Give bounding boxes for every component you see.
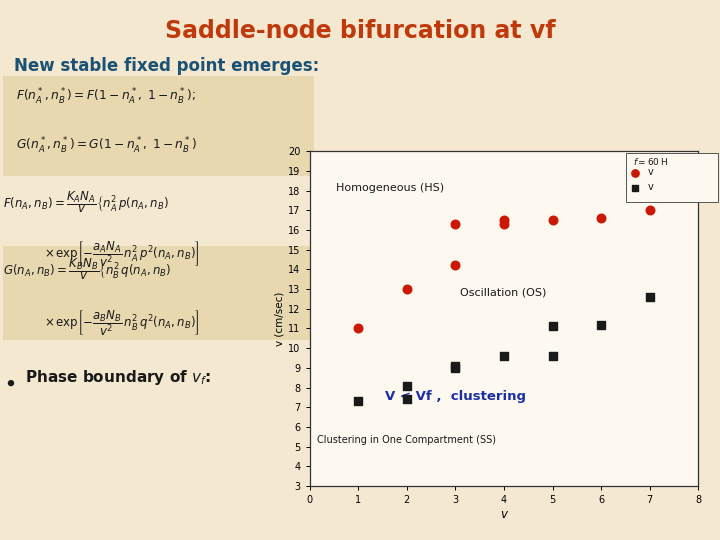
Point bbox=[629, 168, 641, 177]
FancyBboxPatch shape bbox=[3, 246, 314, 340]
Text: V < Vf ,  clustering: V < Vf , clustering bbox=[385, 390, 526, 403]
Point bbox=[547, 322, 559, 331]
Text: $\bullet$: $\bullet$ bbox=[3, 373, 15, 393]
Point bbox=[498, 352, 510, 360]
Point bbox=[401, 395, 413, 404]
Point bbox=[401, 285, 413, 293]
Point bbox=[629, 183, 641, 192]
Text: $\times\,\exp\!\left[-\dfrac{a_B N_B}{v^2}\,n_B^2\,q^2(n_A, n_B)\right]$: $\times\,\exp\!\left[-\dfrac{a_B N_B}{v^… bbox=[45, 308, 200, 338]
Point bbox=[644, 206, 655, 214]
Text: Oscillation (OS): Oscillation (OS) bbox=[460, 287, 546, 297]
Point bbox=[547, 216, 559, 225]
Point bbox=[449, 362, 461, 370]
Point bbox=[498, 216, 510, 225]
Text: Clustering in One Compartment (SS): Clustering in One Compartment (SS) bbox=[317, 435, 496, 445]
Point bbox=[693, 190, 704, 199]
Text: New stable fixed point emerges:: New stable fixed point emerges: bbox=[14, 57, 320, 75]
Point bbox=[498, 220, 510, 228]
FancyBboxPatch shape bbox=[3, 76, 314, 176]
Point bbox=[644, 293, 655, 301]
Text: $f = 60\,\mathrm{H}$: $f = 60\,\mathrm{H}$ bbox=[633, 156, 667, 167]
Text: $\times\,\exp\!\left[-\dfrac{a_A N_A}{v^2}\,n_A^2\,p^2(n_A, n_B)\right]$: $\times\,\exp\!\left[-\dfrac{a_A N_A}{v^… bbox=[45, 239, 200, 269]
Point bbox=[449, 220, 461, 228]
Text: $G(n_A^*, n_B^*) = G(1-n_A^*,\;1-n_B^*)$: $G(n_A^*, n_B^*) = G(1-n_A^*,\;1-n_B^*)$ bbox=[16, 136, 197, 156]
Point bbox=[595, 214, 607, 222]
Text: Homogeneous (HS): Homogeneous (HS) bbox=[336, 183, 444, 193]
Point bbox=[353, 324, 364, 333]
Text: Saddle-node bifurcation at vf: Saddle-node bifurcation at vf bbox=[165, 19, 555, 43]
Text: v: v bbox=[647, 182, 653, 192]
Point bbox=[353, 397, 364, 406]
Y-axis label: v (cm/sec): v (cm/sec) bbox=[274, 292, 284, 346]
X-axis label: v: v bbox=[500, 508, 508, 521]
Point bbox=[595, 320, 607, 329]
Point bbox=[449, 261, 461, 270]
Point bbox=[547, 352, 559, 360]
Text: v: v bbox=[647, 167, 653, 178]
Point bbox=[449, 363, 461, 372]
Text: $F(n_A, n_B) = \dfrac{K_A N_A}{v}\left\{n_A^2\,p(n_A, n_B)\right.$: $F(n_A, n_B) = \dfrac{K_A N_A}{v}\left\{… bbox=[3, 189, 169, 215]
FancyBboxPatch shape bbox=[626, 153, 718, 202]
Text: $G(n_A, n_B) = \dfrac{K_B N_B}{v}\left\{n_B^2\,q(n_A, n_B)\right.$: $G(n_A, n_B) = \dfrac{K_B N_B}{v}\left\{… bbox=[3, 256, 171, 282]
Point bbox=[401, 381, 413, 390]
Text: Phase boundary of $v_f$:: Phase boundary of $v_f$: bbox=[25, 368, 212, 387]
Text: $F(n_A^*, n_B^*) = F(1-n_A^*,\;1-n_B^*)$;: $F(n_A^*, n_B^*) = F(1-n_A^*,\;1-n_B^*)$… bbox=[16, 86, 196, 106]
